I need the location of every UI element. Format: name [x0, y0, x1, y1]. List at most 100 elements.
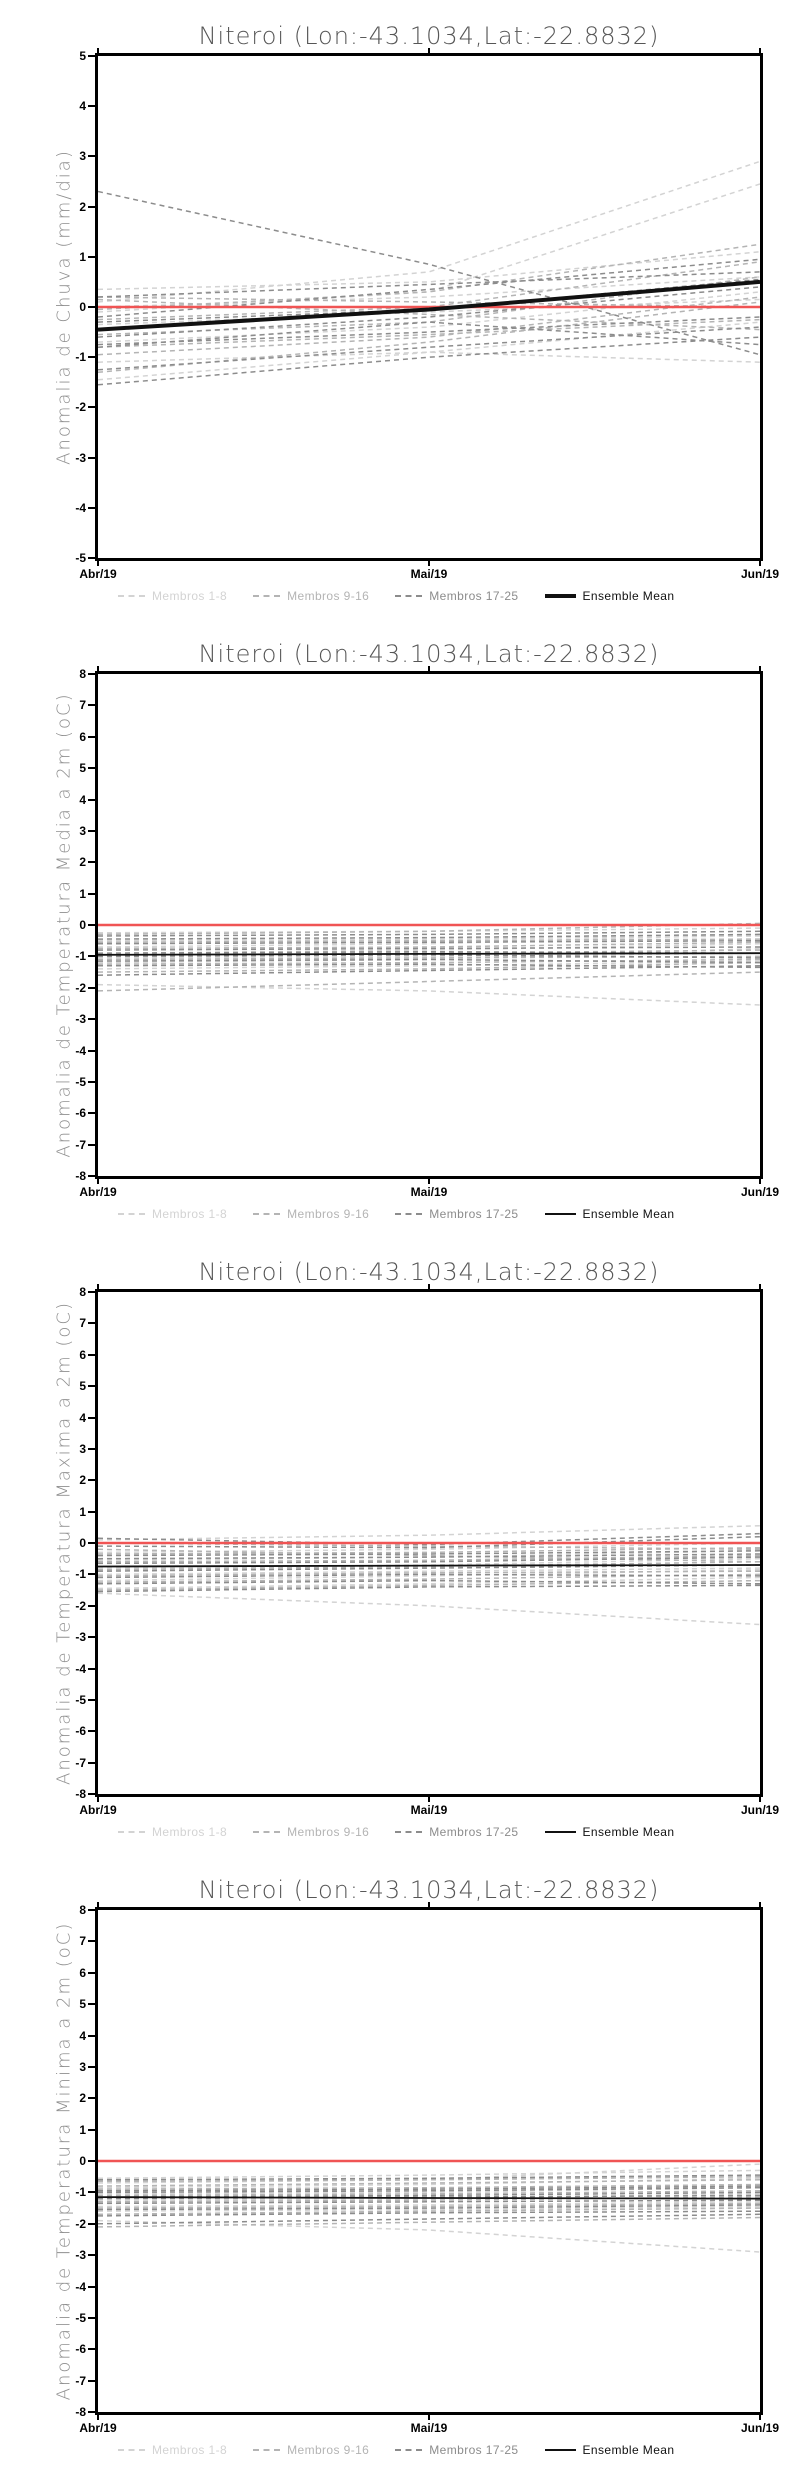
y-tick-mark: [88, 1761, 95, 1764]
y-tick-label: 2: [79, 855, 86, 870]
legend-item: Membros 1-8: [118, 2443, 227, 2457]
y-tick-mark: [88, 673, 95, 675]
ensemble-member-line: [98, 2174, 760, 2181]
y-tick-mark: [88, 1510, 95, 1513]
ensemble-member-line: [98, 1561, 760, 1571]
y-tick-label: -1: [75, 350, 86, 365]
x-tick-mark: [428, 2415, 430, 2420]
ensemble-member-line: [98, 2205, 760, 2212]
y-tick-label: 0: [79, 918, 86, 932]
y-tick-mark: [88, 2191, 95, 2194]
ensemble-member-line: [98, 1556, 760, 1565]
ensemble-member-line: [98, 2185, 760, 2192]
y-tick-mark: [88, 1667, 95, 1670]
y-tick-label: 5: [79, 761, 86, 776]
ensemble-member-line: [98, 2204, 760, 2211]
legend-item: Membros 17-25: [395, 1825, 518, 1839]
y-tick-label: -2: [75, 400, 86, 415]
ensemble-member-line: [98, 1535, 760, 1549]
legend-item: Membros 9-16: [253, 1825, 369, 1839]
ensemble-member-line: [98, 1550, 760, 1557]
x-tick-mark: [97, 1797, 99, 1802]
plot-box: [95, 671, 763, 1179]
y-tick-mark: [88, 55, 95, 57]
ensemble-member-line: [98, 1553, 760, 1560]
ensemble-member-line: [98, 2179, 760, 2187]
legend-mean-line-sample: [544, 1831, 576, 1833]
y-tick-mark: [88, 704, 95, 707]
y-tick-mark: [88, 1940, 95, 1943]
ensemble-member-line: [98, 2183, 760, 2190]
y-tick-label: 1: [79, 886, 86, 901]
y-tick-mark: [88, 829, 95, 832]
ensemble-member-line: [98, 939, 760, 945]
y-tick-mark: [88, 1479, 95, 1482]
ensemble-member-line: [98, 933, 760, 940]
legend-dashed-line-sample: [395, 1213, 423, 1215]
y-tick-label: 2: [79, 2091, 86, 2106]
legend-dashed-line-sample: [253, 2449, 281, 2451]
y-tick-label: 5: [79, 49, 86, 63]
ensemble-mean-line: [98, 952, 760, 956]
ensemble-member-line: [98, 933, 760, 948]
x-tick-mark: [759, 666, 761, 671]
y-tick-mark: [88, 356, 95, 359]
y-tick-label: 2: [79, 1473, 86, 1488]
x-tick-label: Jun/19: [740, 1803, 780, 1817]
y-tick-label: 8: [79, 1285, 86, 1299]
x-tick-mark: [97, 1902, 99, 1907]
ensemble-mean-line: [98, 1564, 760, 1568]
x-tick-mark: [97, 561, 99, 566]
legend-dashed-line-sample: [395, 1831, 423, 1833]
y-tick-label: 3: [79, 1441, 86, 1456]
y-tick-mark: [88, 306, 95, 308]
y-tick-label: 4: [79, 99, 86, 114]
ensemble-member-line: [98, 1579, 760, 1585]
y-tick-label: -8: [75, 2405, 86, 2419]
ensemble-member-line: [98, 336, 760, 386]
legend-label: Membros 1-8: [152, 1207, 228, 1221]
chart-title: Niteroi (Lon:-43.1034,Lat:-22.8832): [198, 22, 660, 50]
x-tick-mark: [97, 48, 99, 53]
ensemble-member-line: [98, 326, 760, 371]
x-tick-label: Abr/19: [79, 567, 117, 581]
ensemble-member-line: [98, 291, 760, 343]
legend-item: Membros 1-8: [118, 589, 227, 603]
ensemble-member-line: [98, 963, 760, 969]
ensemble-member-line: [98, 1546, 760, 1555]
y-tick-label: -8: [75, 1169, 86, 1183]
x-tick-label: Abr/19: [79, 1803, 117, 1817]
ensemble-member-line: [98, 2190, 760, 2197]
y-tick-label: -1: [75, 1567, 86, 1582]
y-tick-label: -5: [75, 1692, 86, 1707]
y-tick-mark: [88, 1604, 95, 1607]
ensemble-member-line: [98, 251, 760, 291]
y-tick-mark: [88, 1018, 95, 1021]
ensemble-member-line: [98, 2202, 760, 2209]
ensemble-member-line: [98, 2175, 760, 2183]
x-tick-mark: [97, 1284, 99, 1289]
x-tick-mark: [428, 48, 430, 53]
ensemble-member-line: [98, 296, 760, 356]
y-tick-label: -3: [75, 1012, 86, 1027]
y-tick-mark: [88, 2128, 95, 2131]
x-tick-mark: [97, 1179, 99, 1184]
ensemble-member-line: [98, 960, 760, 970]
y-tick-label: -2: [75, 1598, 86, 1613]
y-tick-mark: [88, 2097, 95, 2100]
y-tick-label: -1: [75, 949, 86, 964]
ensemble-member-line: [98, 1573, 760, 1579]
legend-mean-line-sample: [544, 594, 576, 598]
y-tick-label: 6: [79, 1965, 86, 1980]
y-tick-label: 2: [79, 199, 86, 214]
y-tick-mark: [88, 1322, 95, 1325]
y-tick-mark: [88, 986, 95, 989]
y-tick-mark: [88, 506, 95, 509]
y-tick-label: -1: [75, 2185, 86, 2200]
y-tick-label: -4: [75, 1043, 86, 1058]
legend-dashed-line-sample: [118, 595, 145, 597]
ensemble-member-line: [98, 2201, 760, 2208]
chart-block: Niteroi (Lon:-43.1034,Lat:-22.8832) Anom…: [0, 1854, 800, 2472]
y-tick-mark: [88, 557, 95, 559]
ensemble-member-line: [98, 1548, 760, 1563]
